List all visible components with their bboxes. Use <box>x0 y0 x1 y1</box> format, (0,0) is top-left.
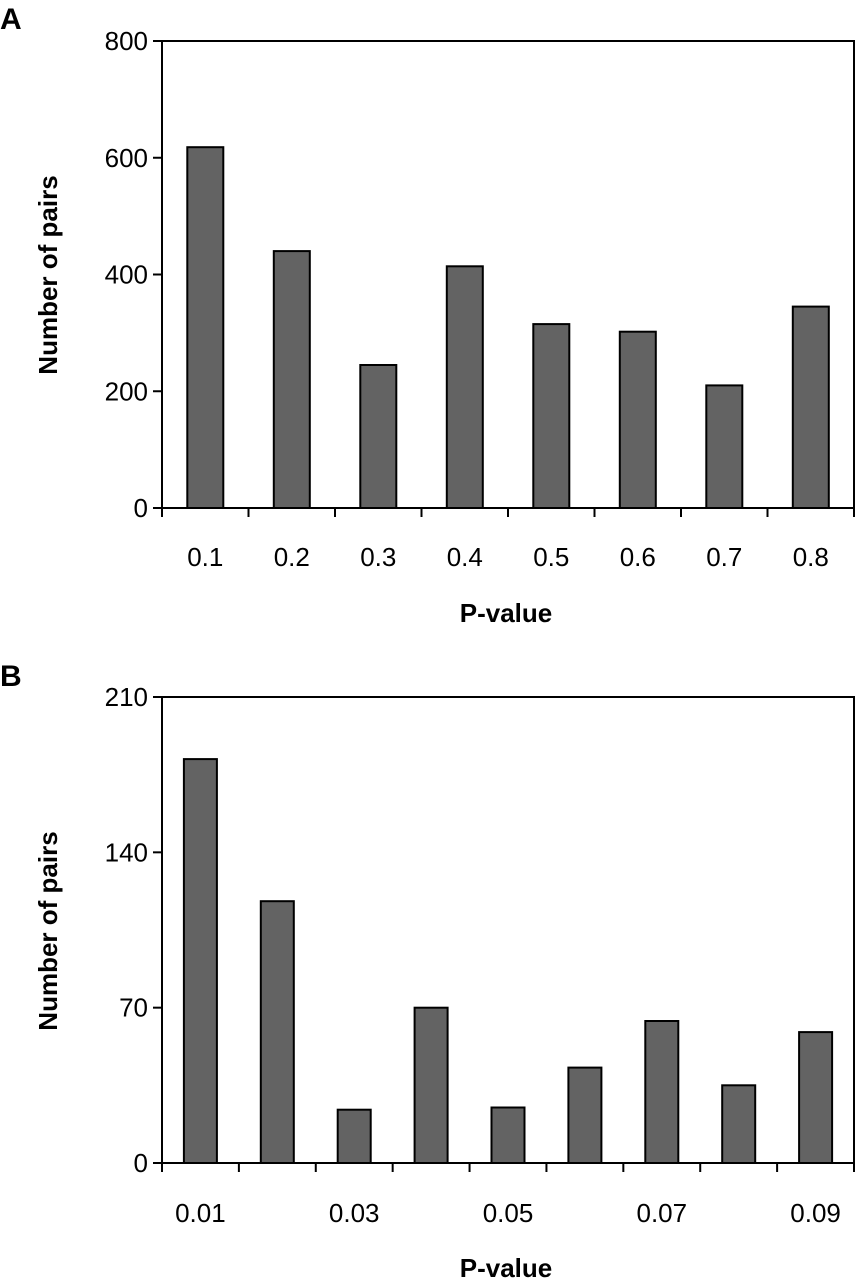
bar <box>798 1031 834 1164</box>
y-tick-label: 210 <box>105 682 148 712</box>
panel-b-letter: B <box>0 660 22 693</box>
panel-a-x-axis-title: P-value <box>460 598 553 628</box>
y-tick-label: 800 <box>105 26 148 56</box>
panel-b-y-ticks <box>153 696 162 1164</box>
bar <box>445 265 484 509</box>
y-tick-label: 70 <box>119 993 148 1023</box>
x-tick-label: 0.2 <box>274 542 310 572</box>
bar <box>567 1066 603 1164</box>
panel-a: A 0 200 400 600 800 0.1 0.2 0.3 0.4 0.5 0.6 0.7 0.8… <box>0 3 855 628</box>
x-tick-label: 0.07 <box>636 1198 687 1228</box>
panel-a-y-axis-title: Number of pairs <box>33 175 63 374</box>
panel-a-x-ticks <box>161 508 855 517</box>
y-tick-label: 600 <box>105 143 148 173</box>
x-tick-label: 0.09 <box>790 1198 841 1228</box>
bar <box>336 1108 372 1164</box>
panel-b: B 0 70 140 210 0.01 0.03 0.05 0.07 0.09 Number … <box>0 660 855 1280</box>
panel-a-bars <box>186 146 830 510</box>
panel-a-letter: A <box>0 3 22 36</box>
bar <box>259 900 295 1164</box>
bar <box>618 330 657 510</box>
bar <box>272 250 311 509</box>
x-tick-label: 0.4 <box>447 542 483 572</box>
bar <box>644 1020 680 1164</box>
panel-a-x-tick-labels: 0.1 0.2 0.3 0.4 0.5 0.6 0.7 0.8 <box>187 542 829 572</box>
x-tick-label: 0.5 <box>533 542 569 572</box>
bar <box>532 323 571 509</box>
y-tick-label: 140 <box>105 837 148 867</box>
panel-b-plot-frame <box>161 696 855 1164</box>
x-tick-label: 0.7 <box>706 542 742 572</box>
panel-a-plot-frame <box>161 40 855 509</box>
y-tick-label: 0 <box>134 1148 148 1178</box>
panel-b-x-tick-labels: 0.01 0.03 0.05 0.07 0.09 <box>175 1198 841 1228</box>
bar <box>359 364 398 509</box>
panel-b-x-ticks <box>161 1163 855 1172</box>
x-tick-label: 0.05 <box>483 1198 534 1228</box>
panel-b-x-axis-title: P-value <box>460 1253 553 1280</box>
bar <box>705 384 744 509</box>
x-tick-label: 0.03 <box>329 1198 380 1228</box>
y-tick-label: 400 <box>105 260 148 290</box>
x-tick-label: 0.6 <box>620 542 656 572</box>
bar <box>721 1084 757 1165</box>
y-tick-label: 0 <box>134 493 148 523</box>
x-tick-label: 0.1 <box>187 542 223 572</box>
x-tick-label: 0.01 <box>175 1198 226 1228</box>
x-tick-label: 0.8 <box>793 542 829 572</box>
bar <box>791 305 830 509</box>
y-tick-label: 200 <box>105 376 148 406</box>
bar <box>186 146 225 509</box>
panel-a-y-ticks <box>153 40 162 509</box>
panel-b-y-tick-labels: 0 70 140 210 <box>105 682 148 1178</box>
bar <box>490 1106 526 1164</box>
bar <box>413 1006 449 1165</box>
panel-a-y-tick-labels: 0 200 400 600 800 <box>105 26 148 523</box>
x-tick-label: 0.3 <box>360 542 396 572</box>
panel-b-y-axis-title: Number of pairs <box>33 831 63 1030</box>
panel-b-bars <box>182 758 834 1165</box>
bar <box>182 758 218 1164</box>
